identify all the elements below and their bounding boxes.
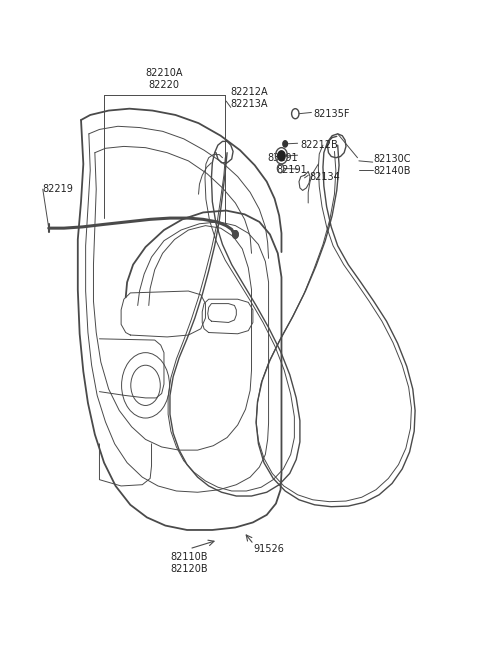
Circle shape [283,141,288,147]
Circle shape [233,231,238,238]
Text: 83191: 83191 [268,153,298,162]
Circle shape [278,151,285,161]
Text: 82212B: 82212B [300,140,337,150]
Text: 82130C
82140B: 82130C 82140B [373,155,411,176]
Text: 82210A
82220: 82210A 82220 [145,68,183,90]
Text: 82110B
82120B: 82110B 82120B [170,553,208,574]
Text: 82135F: 82135F [314,109,350,119]
Text: 82219: 82219 [43,184,73,194]
Text: 82191: 82191 [277,165,308,176]
Text: 91526: 91526 [254,544,285,554]
Text: 82134: 82134 [309,172,340,181]
Text: 82212A
82213A: 82212A 82213A [231,87,268,109]
Circle shape [233,231,238,238]
